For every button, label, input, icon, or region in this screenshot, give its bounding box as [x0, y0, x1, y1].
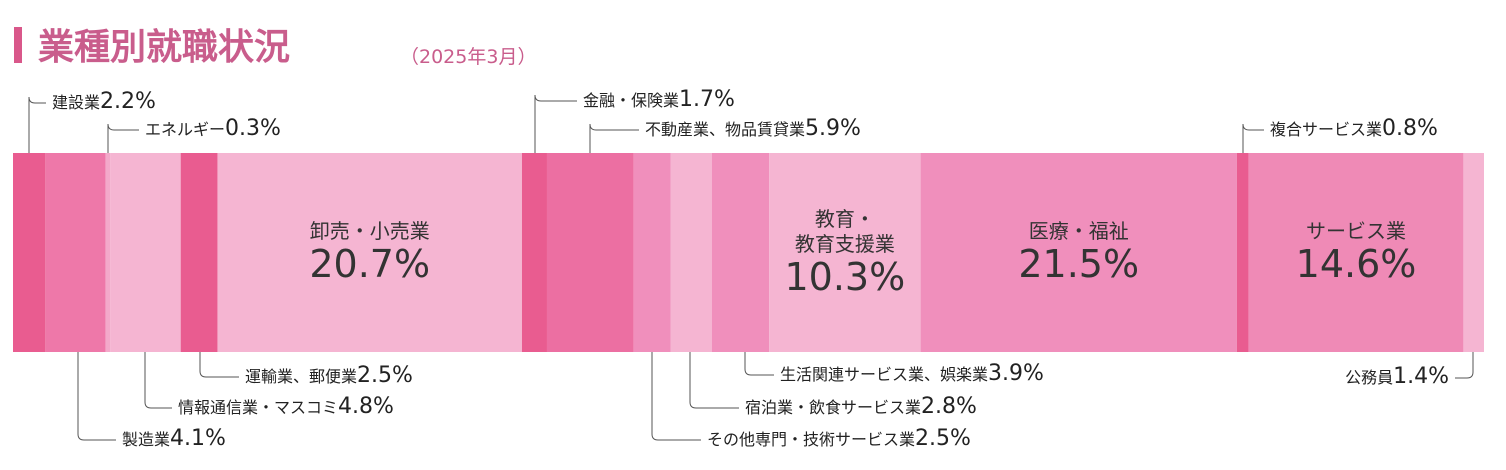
category-label: 不動産業、物品賃貸業 — [645, 120, 806, 139]
value-label: 2.5% — [915, 426, 971, 451]
category-label: エネルギー — [145, 120, 226, 139]
segment-label: 卸売・小売業 20.7% — [217, 153, 521, 352]
value-label: 3.9% — [988, 361, 1044, 386]
segment-label: エネルギー0.3% — [145, 118, 281, 140]
leader-line — [77, 352, 116, 441]
value-label: 21.5% — [1018, 242, 1140, 287]
bar-segment — [1463, 153, 1484, 352]
value-label: 2.5% — [357, 363, 413, 388]
bar-segment — [217, 153, 522, 352]
category-label: サービス業 — [1306, 219, 1406, 244]
leader-line — [689, 352, 739, 409]
bar-segment — [13, 153, 46, 352]
value-label: 1.7% — [679, 87, 735, 112]
bar-segment — [521, 153, 547, 352]
value-label: 4.1% — [170, 426, 226, 451]
category-label: 複合サービス業 — [1270, 120, 1383, 139]
value-label: 1.4% — [1393, 364, 1449, 389]
value-label: 5.9% — [805, 116, 861, 141]
category-label: 宿泊業・飲食サービス業 — [745, 398, 922, 417]
segment-label: その他専門・技術サービス業2.5% — [707, 428, 971, 450]
bar-segment — [769, 153, 921, 352]
bar-segment — [1248, 153, 1464, 352]
segment-label: 宿泊業・飲食サービス業2.8% — [745, 396, 977, 418]
segment-label: 製造業4.1% — [122, 428, 226, 450]
leader-line — [28, 96, 46, 153]
bar-segment — [711, 153, 770, 352]
bar-segment — [45, 153, 106, 352]
chart-subtitle: （2025年3月） — [400, 46, 537, 68]
value-label: 2.8% — [921, 394, 977, 419]
segment-label: 公務員1.4% — [1345, 366, 1449, 388]
segment-label: 建設業2.2% — [52, 91, 156, 113]
leader-line — [589, 123, 639, 153]
leader-line — [1242, 123, 1264, 153]
leader-line — [107, 123, 139, 153]
category-label: 生活関連サービス業、娯楽業 — [780, 365, 989, 384]
segment-label: サービス業 14.6% — [1249, 153, 1464, 352]
category-label: 医療・福祉 — [1028, 219, 1129, 244]
bar-segment — [920, 153, 1237, 352]
leader-line — [199, 352, 239, 378]
leader-line — [144, 352, 172, 409]
segment-label: 情報通信業・マスコミ4.8% — [178, 396, 394, 418]
segment-label: 複合サービス業0.8% — [1270, 118, 1438, 140]
title-marker — [14, 27, 22, 63]
category-label: 情報通信業・マスコミ — [178, 398, 339, 417]
category-label: その他専門・技術サービス業 — [707, 430, 916, 449]
category-label: 教育・ 教育支援業 — [794, 206, 895, 256]
value-label: 0.8% — [1382, 116, 1438, 141]
chart-title: 業種別就職状況 — [38, 27, 291, 68]
category-label: 運輸業、郵便業 — [245, 367, 358, 386]
segment-label: 生活関連サービス業、娯楽業3.9% — [780, 363, 1044, 385]
leader-line — [1455, 352, 1474, 379]
bar-segment — [670, 153, 712, 352]
bar-segment — [105, 153, 111, 352]
leader-line — [651, 352, 701, 441]
category-label: 製造業 — [122, 430, 171, 449]
category-label: 建設業 — [52, 93, 101, 112]
segment-label: 教育・ 教育支援業 10.3% — [769, 153, 921, 352]
value-label: 0.3% — [225, 116, 281, 141]
bar-segment — [1236, 153, 1249, 352]
value-label: 4.8% — [338, 394, 394, 419]
bar-segment — [180, 153, 218, 352]
segment-label: 運輸業、郵便業2.5% — [245, 365, 413, 387]
segment-label: 医療・福祉 21.5% — [921, 153, 1237, 352]
segment-label: 金融・保険業1.7% — [583, 89, 735, 111]
category-label: 金融・保険業 — [583, 91, 680, 110]
value-label: 20.7% — [309, 242, 431, 287]
bar-segment — [546, 153, 634, 352]
value-label: 2.2% — [100, 89, 156, 114]
bar-segment — [633, 153, 671, 352]
segment-label: 不動産業、物品賃貸業5.9% — [645, 118, 861, 140]
value-label: 14.6% — [1295, 242, 1417, 287]
value-label: 10.3% — [784, 254, 906, 299]
leader-line — [534, 94, 577, 153]
category-label: 卸売・小売業 — [309, 219, 430, 244]
bar-segment — [110, 153, 181, 352]
category-label: 公務員 — [1345, 368, 1394, 387]
leader-line — [744, 352, 774, 376]
